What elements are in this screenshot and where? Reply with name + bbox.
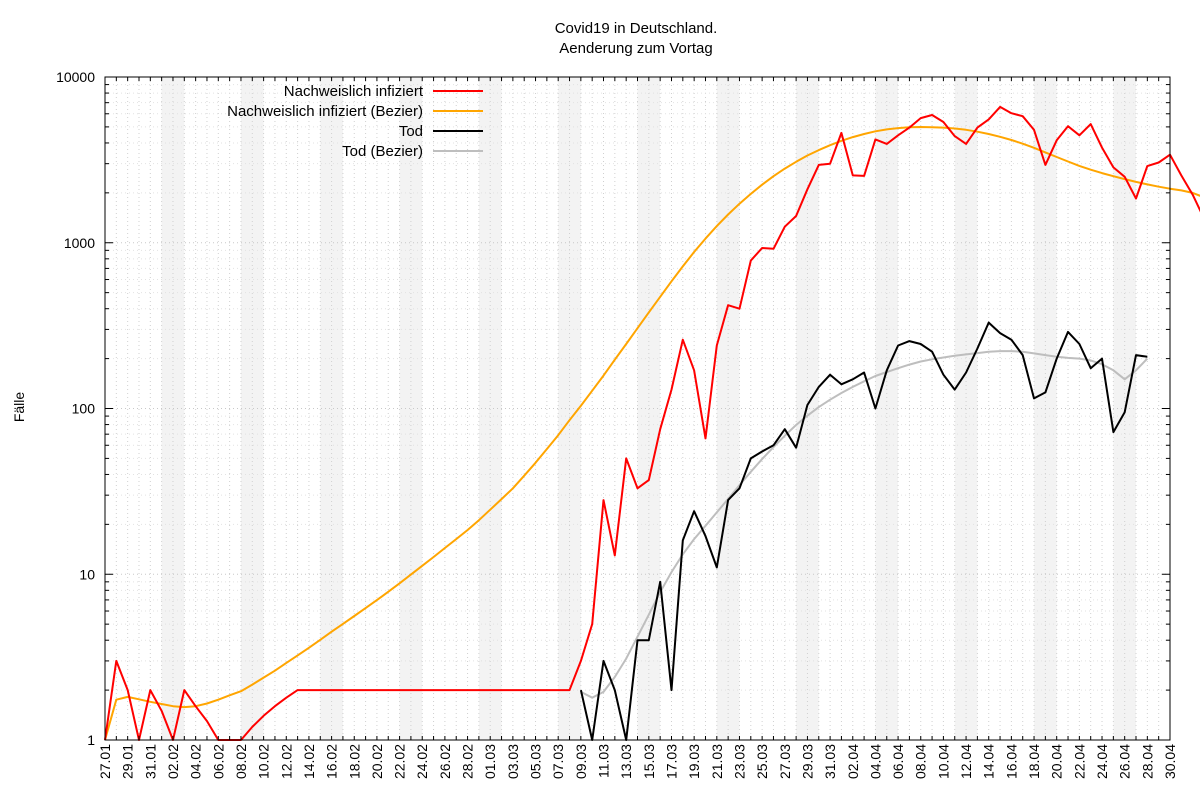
axes (104, 76, 1171, 741)
x-tick-label: 17.03 (663, 744, 679, 779)
x-tick-labels: 27.01 29.01 31.01 02.02 04.02 06.02 08.02 10.02… (97, 744, 1178, 779)
y-tick-label: 1 (87, 732, 95, 748)
x-tick-label: 31.01 (142, 744, 158, 779)
weekend-band (478, 77, 502, 740)
x-tick-label: 07.03 (550, 744, 566, 779)
x-tick-label: 16.02 (324, 744, 340, 779)
x-tick-label: 23.03 (731, 744, 747, 779)
x-tick-label: 05.03 (528, 744, 544, 779)
x-tick-label: 16.04 (1003, 744, 1019, 779)
weekend-band (399, 77, 423, 740)
x-tick-label: 13.03 (618, 744, 634, 779)
x-tick-label: 29.01 (120, 744, 136, 779)
y-tick-label: 1000 (64, 235, 95, 251)
weekend-band (320, 77, 343, 740)
weekend-band (875, 77, 899, 740)
series-line (579, 321, 1148, 741)
x-tick-label: 31.03 (822, 744, 838, 779)
x-tick-label: 20.04 (1049, 744, 1065, 779)
series-line (580, 350, 1149, 699)
x-tick-label: 02.04 (845, 744, 861, 779)
chart-subtitle: Aenderung zum Vortag (559, 40, 712, 57)
x-tick-label: 08.02 (233, 744, 249, 779)
x-tick-label: 20.02 (369, 744, 385, 779)
x-tick-label: 10.04 (935, 744, 951, 779)
x-tick-label: 26.04 (1117, 744, 1133, 779)
legend: Nachweislich infiziert Nachweislich infiz… (227, 83, 483, 160)
x-tick-label: 12.04 (958, 744, 974, 779)
x-tick-label: 15.03 (641, 744, 657, 779)
x-tick-label: 10.02 (256, 744, 272, 779)
series-lines (104, 105, 1200, 741)
x-tick-label: 08.04 (913, 744, 929, 779)
y-tick-labels: 1 10 100 1000 10000 (56, 69, 95, 748)
x-tick-label: 12.02 (278, 744, 294, 779)
legend-label: Nachweislich infiziert (284, 83, 424, 100)
x-tick-label: 28.02 (460, 744, 476, 779)
chart-title: Covid19 in Deutschland. (555, 20, 718, 37)
x-tick-label: 18.02 (346, 744, 362, 779)
x-tick-label: 25.03 (754, 744, 770, 779)
legend-label: Nachweislich infiziert (Bezier) (227, 103, 423, 120)
x-tick-label: 19.03 (686, 744, 702, 779)
series-line (104, 105, 1200, 741)
weekend-band (716, 77, 740, 740)
weekend-band (954, 77, 978, 740)
weekend-band (637, 77, 661, 740)
legend-label: Tod (399, 123, 423, 140)
x-tick-label: 27.03 (777, 744, 793, 779)
x-tick-label: 09.03 (573, 744, 589, 779)
y-tick-label: 10 (79, 566, 95, 582)
x-tick-label: 28.04 (1139, 744, 1155, 779)
y-axis-label: Fälle (11, 392, 27, 423)
x-tick-label: 24.02 (414, 744, 430, 779)
x-tick-label: 30.04 (1162, 744, 1178, 779)
legend-label: Tod (Bezier) (342, 143, 423, 160)
series-line (104, 126, 1200, 741)
x-tick-label: 06.02 (210, 744, 226, 779)
x-tick-label: 26.02 (437, 744, 453, 779)
x-tick-label: 01.03 (482, 744, 498, 779)
x-tick-label: 04.04 (867, 744, 883, 779)
x-tick-label: 04.02 (188, 744, 204, 779)
x-tick-label: 02.02 (165, 744, 181, 779)
x-tick-label: 11.03 (596, 744, 612, 778)
x-tick-label: 21.03 (709, 744, 725, 779)
x-tick-label: 06.04 (890, 744, 906, 779)
x-tick-label: 14.02 (301, 744, 317, 779)
x-tick-label: 22.04 (1071, 744, 1087, 779)
weekend-band (240, 77, 264, 740)
y-tick-label: 100 (72, 401, 96, 417)
x-tick-label: 22.02 (392, 744, 408, 779)
x-tick-label: 27.01 (97, 744, 113, 779)
x-tick-label: 14.04 (981, 744, 997, 779)
weekend-band (161, 77, 185, 740)
x-tick-label: 29.03 (799, 744, 815, 779)
x-tick-label: 18.04 (1026, 744, 1042, 779)
grid-lines (104, 76, 1171, 741)
x-tick-label: 24.04 (1094, 744, 1110, 779)
x-tick-label: 03.03 (505, 744, 521, 779)
y-tick-label: 10000 (56, 69, 95, 85)
